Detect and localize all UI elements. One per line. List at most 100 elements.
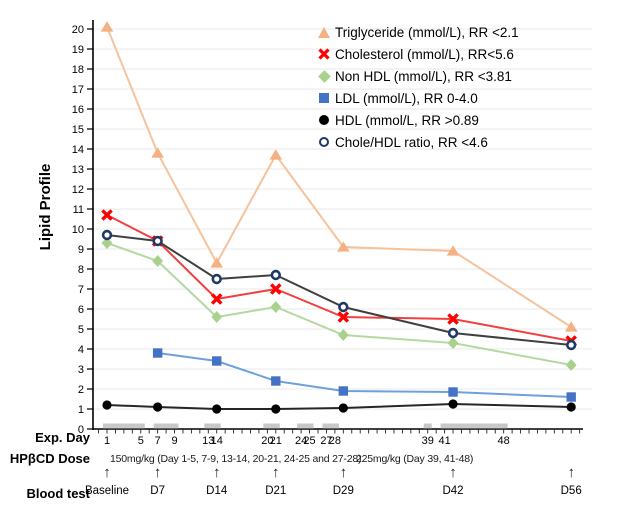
y-tick-label: 5 (78, 324, 84, 336)
dose-band (263, 423, 280, 429)
data-point-diamond (101, 237, 113, 249)
square-marker-icon (316, 93, 332, 103)
legend: Triglyceride (mmol/L), RR <2.1 Cholester… (316, 21, 519, 153)
x-tick-label: 27 (320, 435, 332, 447)
data-point-open-circle (152, 235, 163, 247)
legend-label: HDL (mmol/L, RR >0.89 (335, 112, 479, 128)
dose-band (204, 423, 221, 429)
data-point-diamond (337, 329, 349, 341)
legend-label: Cholesterol (mmol/L), RR<5.6 (335, 46, 514, 62)
exp-day-row-label: Exp. Day (35, 430, 90, 445)
data-point-circle (212, 404, 222, 414)
data-point-diamond (270, 301, 282, 313)
data-point-x (101, 209, 113, 221)
data-point-triangle (151, 147, 164, 158)
x-tick-label: 13 (202, 435, 214, 447)
blood-test-label: D21 (265, 485, 287, 497)
legend-item-ldl: LDL (mmol/L), RR 0-4.0 (316, 87, 519, 109)
y-tick-label: 6 (78, 304, 84, 316)
legend-item-triglyceride: Triglyceride (mmol/L), RR <2.1 (316, 21, 519, 43)
blood-test-label: D29 (332, 485, 354, 497)
x-tick-label: 14 (211, 435, 223, 447)
x-tick-label: 21 (270, 435, 282, 447)
data-point-open-circle (101, 229, 113, 241)
data-point-circle (153, 402, 163, 412)
data-point-open-circle (338, 301, 349, 313)
blood-test-arrow-icon: ↑ (212, 464, 221, 481)
series-line (157, 352, 572, 398)
legend-item-cholesterol: Cholesterol (mmol/L), RR<5.6 (316, 43, 519, 65)
legend-label: Triglyceride (mmol/L), RR <2.1 (335, 24, 519, 40)
dose-band (440, 423, 508, 429)
y-tick-label: 14 (72, 144, 84, 156)
data-point-diamond (565, 359, 577, 371)
x-marker-icon (316, 48, 332, 60)
legend-label: LDL (mmol/L), RR 0-4.0 (335, 90, 478, 106)
data-point-square (152, 348, 163, 358)
dose-band (322, 423, 339, 429)
y-axis-title: Lipid Profile (37, 163, 54, 251)
blood-test-row-label: Blood test (26, 486, 90, 501)
blood-test-arrow-icon: ↑ (567, 464, 575, 481)
data-point-diamond (211, 311, 223, 323)
y-tick-label: 16 (72, 104, 84, 116)
blood-test-label: D42 (442, 485, 464, 497)
dose-period-1-text: 150mg/kg (Day 1-5, 7-9, 13-14, 20-21, 24… (110, 453, 362, 465)
data-point-square (566, 392, 576, 402)
y-tick-label: 4 (78, 344, 84, 356)
y-tick-label: 2 (78, 384, 84, 396)
x-tick-label: 5 (138, 435, 144, 447)
y-tick-label: 8 (78, 264, 84, 276)
filled-circle-marker-icon (316, 115, 332, 125)
data-point-circle (338, 403, 348, 413)
open-circle-marker-icon (316, 137, 332, 147)
y-tick-label: 15 (72, 124, 84, 136)
y-tick-label: 11 (73, 204, 84, 216)
y-tick-label: 9 (78, 244, 84, 256)
data-point-square (271, 376, 281, 386)
x-tick-label: 48 (498, 435, 510, 447)
data-point-diamond (152, 255, 164, 267)
diamond-marker-icon (316, 69, 332, 83)
blood-test-label: D56 (560, 485, 582, 497)
x-tick-label: 24 (295, 435, 307, 447)
y-tick-label: 1 (78, 404, 84, 416)
data-point-triangle (269, 149, 283, 160)
x-tick-label: 41 (438, 435, 450, 447)
x-tick-label: 28 (329, 435, 341, 447)
data-point-circle (271, 404, 281, 414)
legend-item-non-hdl: Non HDL (mmol/L), RR <3.81 (316, 65, 519, 87)
y-tick-label: 20 (72, 24, 84, 36)
data-point-x (337, 311, 350, 323)
x-tick-label: 7 (155, 435, 161, 447)
data-point-diamond (447, 337, 459, 349)
x-tick-label: 1 (104, 435, 110, 447)
dose-band (423, 423, 432, 429)
legend-label: Non HDL (mmol/L), RR <3.81 (335, 68, 512, 84)
dose-band (153, 423, 179, 429)
blood-test-label: D14 (206, 485, 228, 497)
data-point-x (269, 283, 282, 295)
y-tick-label: 0 (78, 424, 84, 436)
legend-label: Chole/HDL ratio, RR <4.6 (335, 134, 488, 150)
blood-test-arrow-icon: ↑ (103, 464, 111, 481)
data-point-circle (566, 402, 576, 412)
blood-test-label: Baseline (84, 485, 130, 497)
data-point-square (448, 387, 458, 397)
dose-band (103, 423, 145, 429)
data-point-open-circle (270, 269, 281, 281)
data-point-triangle (210, 257, 224, 268)
blood-test-arrow-icon: ↑ (272, 464, 280, 481)
y-tick-label: 3 (78, 364, 84, 376)
dose-band (297, 423, 314, 429)
y-tick-label: 12 (72, 184, 84, 196)
blood-test-arrow-icon: ↑ (449, 464, 457, 481)
data-point-triangle (564, 321, 578, 332)
blood-test-arrow-icon: ↑ (153, 464, 162, 481)
x-tick-label: 20 (261, 435, 273, 447)
data-point-triangle (446, 245, 460, 256)
legend-item-chole-hdl-ratio: Chole/HDL ratio, RR <4.6 (316, 131, 519, 153)
data-point-x (447, 313, 459, 325)
